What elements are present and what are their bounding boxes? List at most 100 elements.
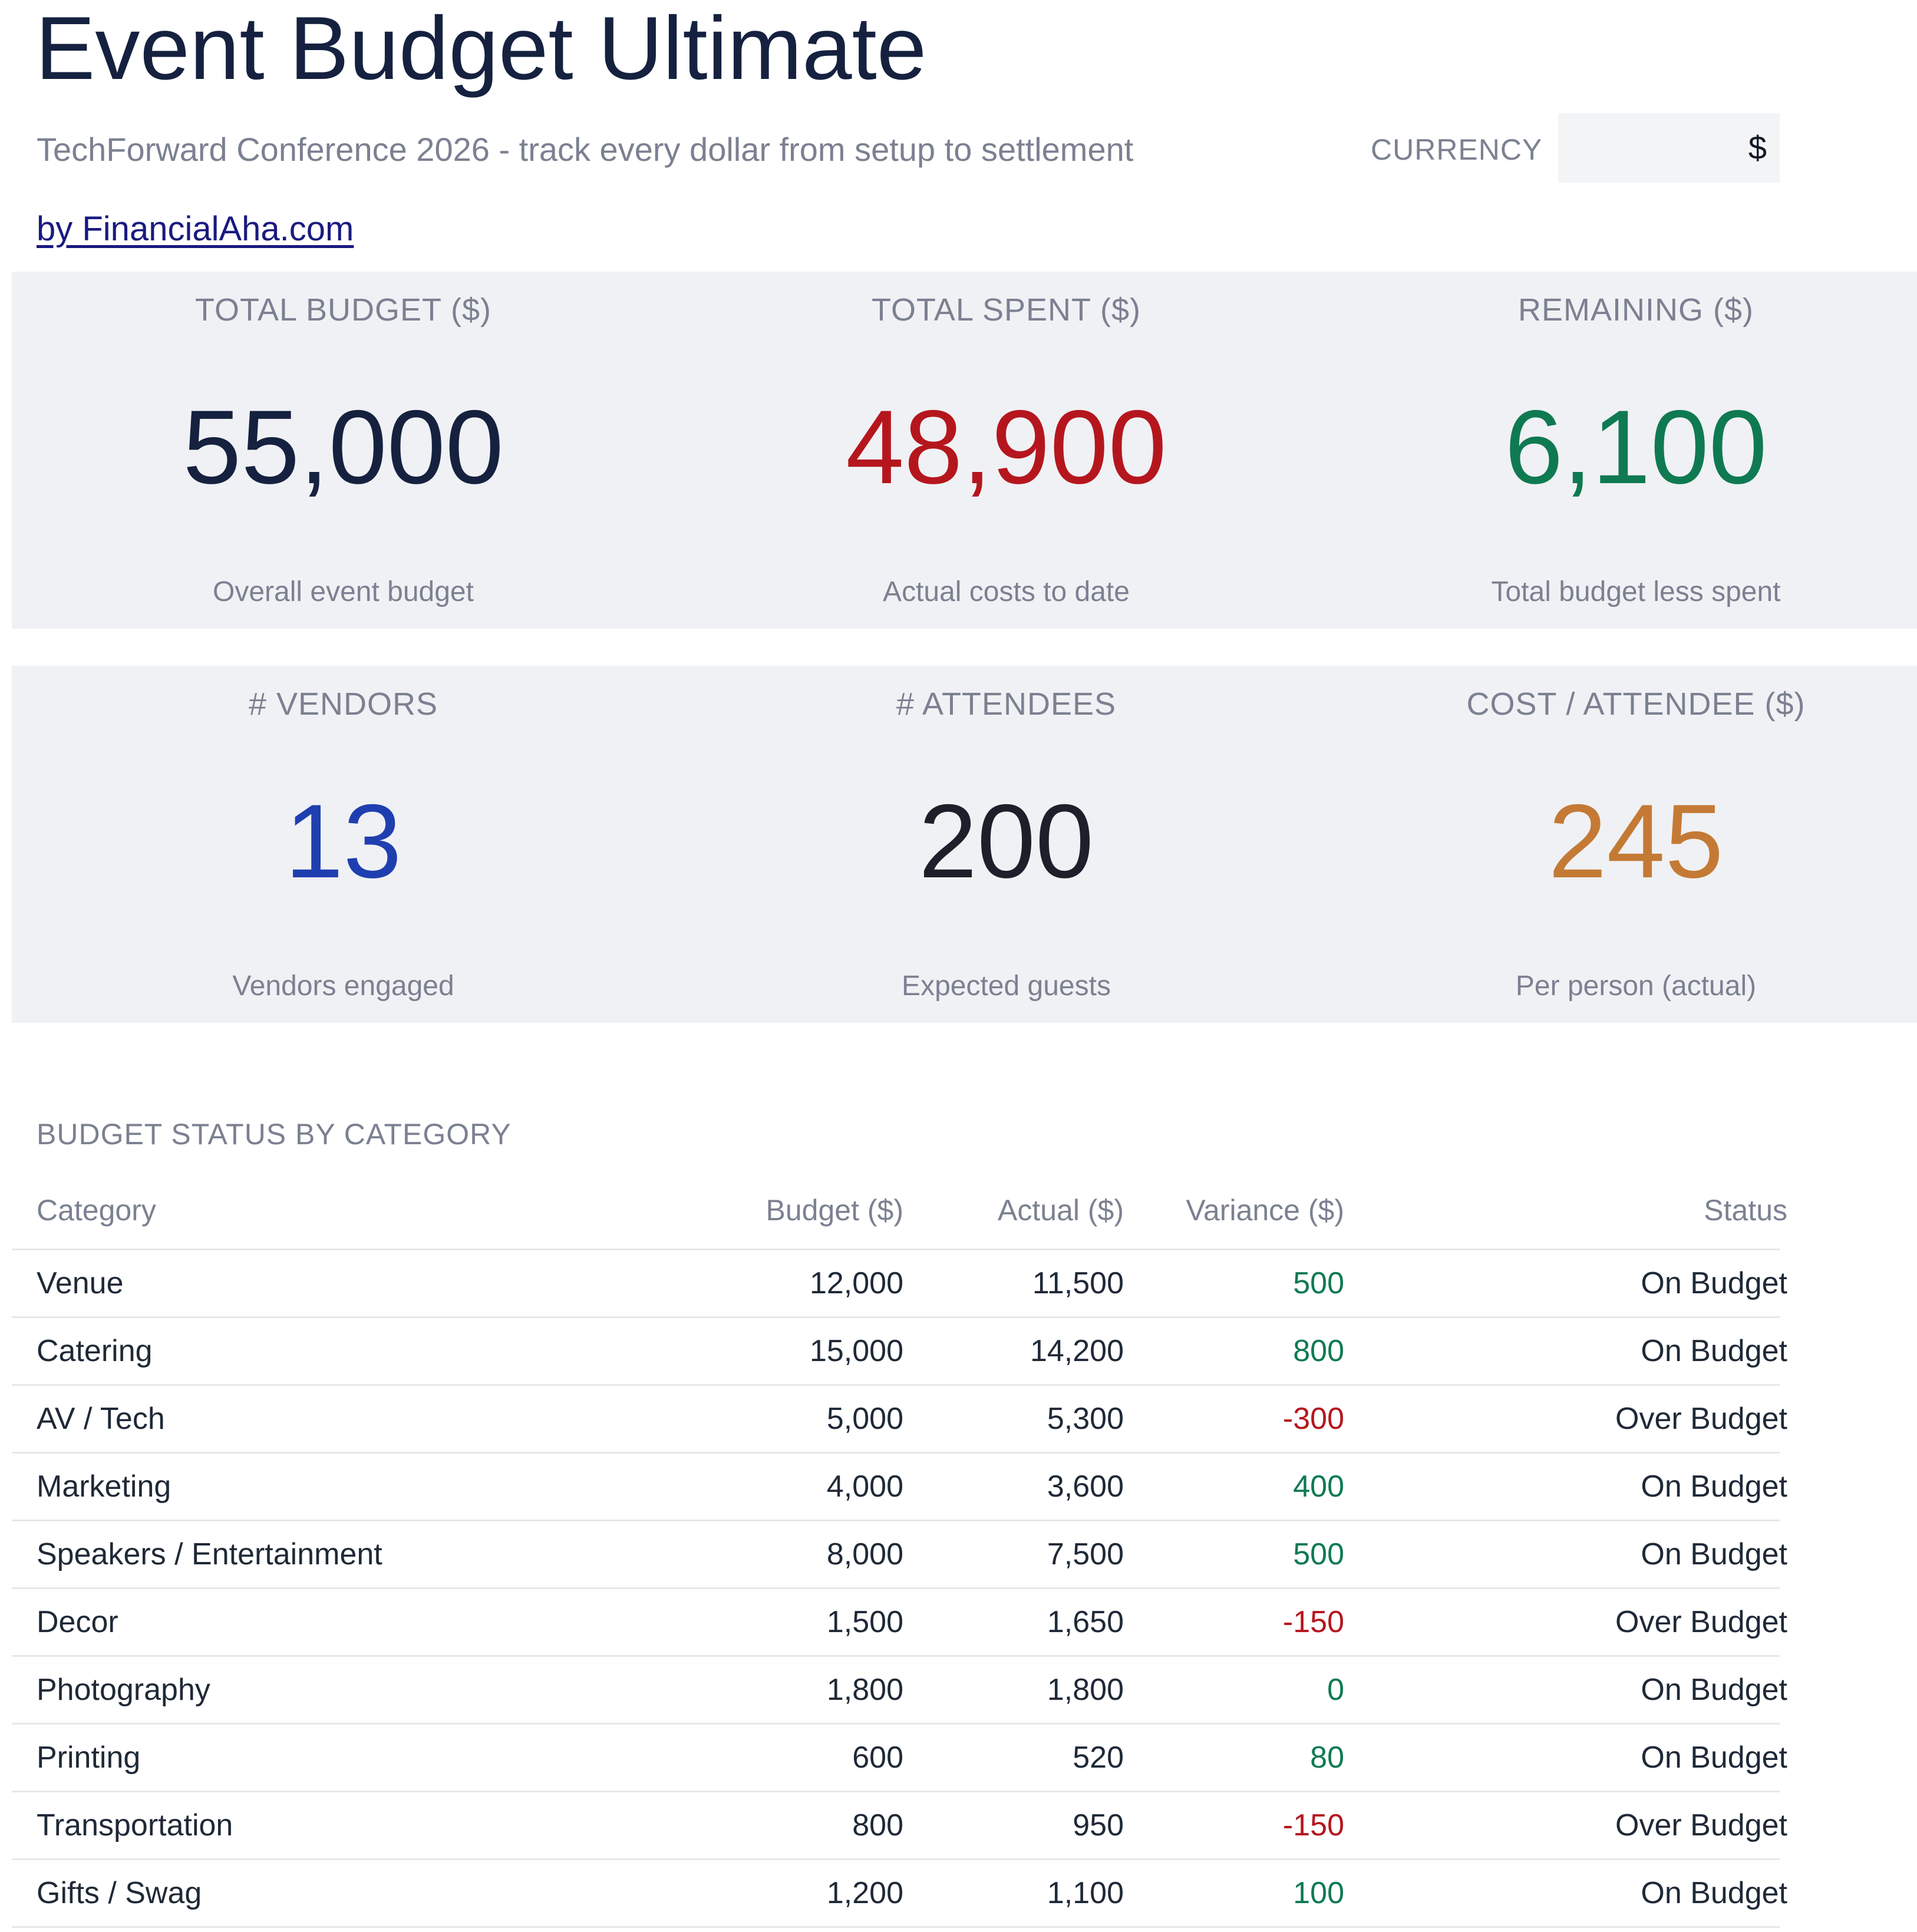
budget-status-table: Category Budget ($) Actual ($) Variance …: [12, 1181, 1787, 1928]
cell-category: Speakers / Entertainment: [37, 1537, 382, 1571]
cell-variance: 400: [1293, 1469, 1344, 1504]
cell-actual: 14,200: [1030, 1334, 1124, 1368]
table-row: Marketing 4,000 3,600 400 On Budget: [12, 1454, 1787, 1521]
kpi-remaining: REMAINING ($) 6,100 Total budget less sp…: [1338, 272, 1917, 629]
table-body: Venue 12,000 11,500 500 On Budget Catering 15,…: [12, 1250, 1787, 1928]
table-row: Catering 15,000 14,200 800 On Budget: [12, 1318, 1787, 1386]
currency-label: CURRENCY: [1371, 133, 1543, 166]
column-header-category: Category: [37, 1194, 156, 1227]
cell-status: On Budget: [1641, 1741, 1787, 1775]
cell-budget: 1,200: [826, 1876, 903, 1910]
cell-variance: 100: [1293, 1876, 1344, 1910]
cell-actual: 5,300: [1047, 1402, 1124, 1436]
column-header-variance: Variance ($): [1186, 1194, 1344, 1227]
cell-category: Catering: [37, 1334, 153, 1368]
cell-status: Over Budget: [1615, 1402, 1787, 1436]
kpi-attendees: # ATTENDEES 200 Expected guests: [675, 666, 1338, 1023]
page-subtitle: TechForward Conference 2026 - track ever…: [37, 131, 1134, 168]
table-row: AV / Tech 5,000 5,300 -300 Over Budget: [12, 1386, 1787, 1454]
kpi-cost-per-attendee: COST / ATTENDEE ($) 245 Per person (actu…: [1338, 666, 1917, 1023]
cell-category: Decor: [37, 1605, 118, 1639]
cell-category: Venue: [37, 1266, 124, 1300]
cell-budget: 5,000: [826, 1402, 903, 1436]
cell-category: Photography: [37, 1673, 210, 1707]
cell-budget: 8,000: [826, 1537, 903, 1571]
table-row: Photography 1,800 1,800 0 On Budget: [12, 1657, 1787, 1725]
cell-budget: 1,500: [826, 1605, 903, 1639]
cell-status: On Budget: [1641, 1537, 1787, 1571]
column-header-status: Status: [1704, 1194, 1787, 1227]
kpi-subtitle: Vendors engaged: [232, 970, 454, 1002]
cell-variance: 500: [1293, 1266, 1344, 1300]
currency-input[interactable]: $: [1558, 113, 1780, 183]
cell-variance: 800: [1293, 1334, 1344, 1368]
cell-budget: 4,000: [826, 1469, 903, 1504]
cell-variance: -150: [1282, 1808, 1344, 1842]
kpi-value: 200: [919, 782, 1094, 900]
kpi-total-budget: TOTAL BUDGET ($) 55,000 Overall event bu…: [12, 272, 675, 629]
page-title: Event Budget Ultimate: [35, 0, 927, 98]
cell-status: On Budget: [1641, 1266, 1787, 1300]
column-header-budget: Budget ($): [766, 1194, 903, 1227]
kpi-subtitle: Per person (actual): [1515, 970, 1757, 1002]
kpi-subtitle: Expected guests: [902, 970, 1111, 1002]
cell-variance: 80: [1310, 1741, 1344, 1775]
cell-budget: 15,000: [809, 1334, 903, 1368]
byline-link[interactable]: by FinancialAha.com: [37, 210, 354, 248]
table-row: Venue 12,000 11,500 500 On Budget: [12, 1250, 1787, 1318]
cell-variance: 500: [1293, 1537, 1344, 1571]
table-row: Speakers / Entertainment 8,000 7,500 500 On …: [12, 1521, 1787, 1589]
cell-status: On Budget: [1641, 1334, 1787, 1368]
kpi-vendors: # VENDORS 13 Vendors engaged: [12, 666, 675, 1023]
kpi-subtitle: Total budget less spent: [1491, 576, 1781, 607]
cell-status: Over Budget: [1615, 1808, 1787, 1842]
cell-actual: 1,100: [1047, 1876, 1124, 1910]
cell-category: Marketing: [37, 1469, 171, 1504]
kpi-subtitle: Overall event budget: [213, 576, 474, 607]
cell-actual: 520: [1073, 1741, 1124, 1775]
cell-status: On Budget: [1641, 1876, 1787, 1910]
cell-budget: 12,000: [809, 1266, 903, 1300]
cell-budget: 800: [852, 1808, 903, 1842]
table-row: Gifts / Swag 1,200 1,100 100 On Budget: [12, 1860, 1787, 1928]
cell-status: On Budget: [1641, 1469, 1787, 1504]
cell-status: On Budget: [1641, 1673, 1787, 1707]
cell-status: Over Budget: [1615, 1605, 1787, 1639]
cell-variance: -150: [1282, 1605, 1344, 1639]
cell-actual: 11,500: [1032, 1266, 1124, 1300]
cell-category: AV / Tech: [37, 1402, 165, 1436]
cell-category: Printing: [37, 1741, 141, 1775]
cell-variance: 0: [1327, 1673, 1344, 1707]
kpi-panel-top: TOTAL BUDGET ($) 55,000 Overall event bu…: [12, 272, 1917, 629]
kpi-panel-bottom: # VENDORS 13 Vendors engaged # ATTENDEES…: [12, 666, 1917, 1023]
kpi-label: # VENDORS: [248, 686, 438, 722]
table-row: Printing 600 520 80 On Budget: [12, 1725, 1787, 1792]
table-row: Decor 1,500 1,650 -150 Over Budget: [12, 1589, 1787, 1657]
cell-actual: 3,600: [1047, 1469, 1124, 1504]
cell-category: Gifts / Swag: [37, 1876, 202, 1910]
table-header-row: Category Budget ($) Actual ($) Variance …: [12, 1181, 1787, 1250]
kpi-value: 245: [1548, 782, 1724, 900]
kpi-label: REMAINING ($): [1517, 292, 1754, 328]
cell-actual: 950: [1073, 1808, 1124, 1842]
kpi-value: 55,000: [183, 388, 504, 506]
kpi-subtitle: Actual costs to date: [883, 576, 1130, 607]
cell-variance: -300: [1282, 1402, 1344, 1436]
cell-actual: 7,500: [1047, 1537, 1124, 1571]
kpi-total-spent: TOTAL SPENT ($) 48,900 Actual costs to d…: [675, 272, 1338, 629]
kpi-label: # ATTENDEES: [896, 686, 1117, 722]
table-row: Transportation 800 950 -150 Over Budget: [12, 1792, 1787, 1860]
kpi-label: TOTAL BUDGET ($): [194, 292, 492, 328]
column-header-actual: Actual ($): [998, 1194, 1124, 1227]
section-title-budget-status: BUDGET STATUS BY CATEGORY: [37, 1118, 512, 1151]
kpi-label: COST / ATTENDEE ($): [1466, 686, 1806, 722]
cell-budget: 600: [852, 1741, 903, 1775]
cell-actual: 1,650: [1047, 1605, 1124, 1639]
cell-category: Transportation: [37, 1808, 233, 1842]
cell-budget: 1,800: [826, 1673, 903, 1707]
kpi-value: 13: [285, 782, 402, 900]
kpi-value: 6,100: [1504, 388, 1767, 506]
cell-actual: 1,800: [1047, 1673, 1124, 1707]
kpi-label: TOTAL SPENT ($): [871, 292, 1141, 328]
kpi-value: 48,900: [846, 388, 1167, 506]
